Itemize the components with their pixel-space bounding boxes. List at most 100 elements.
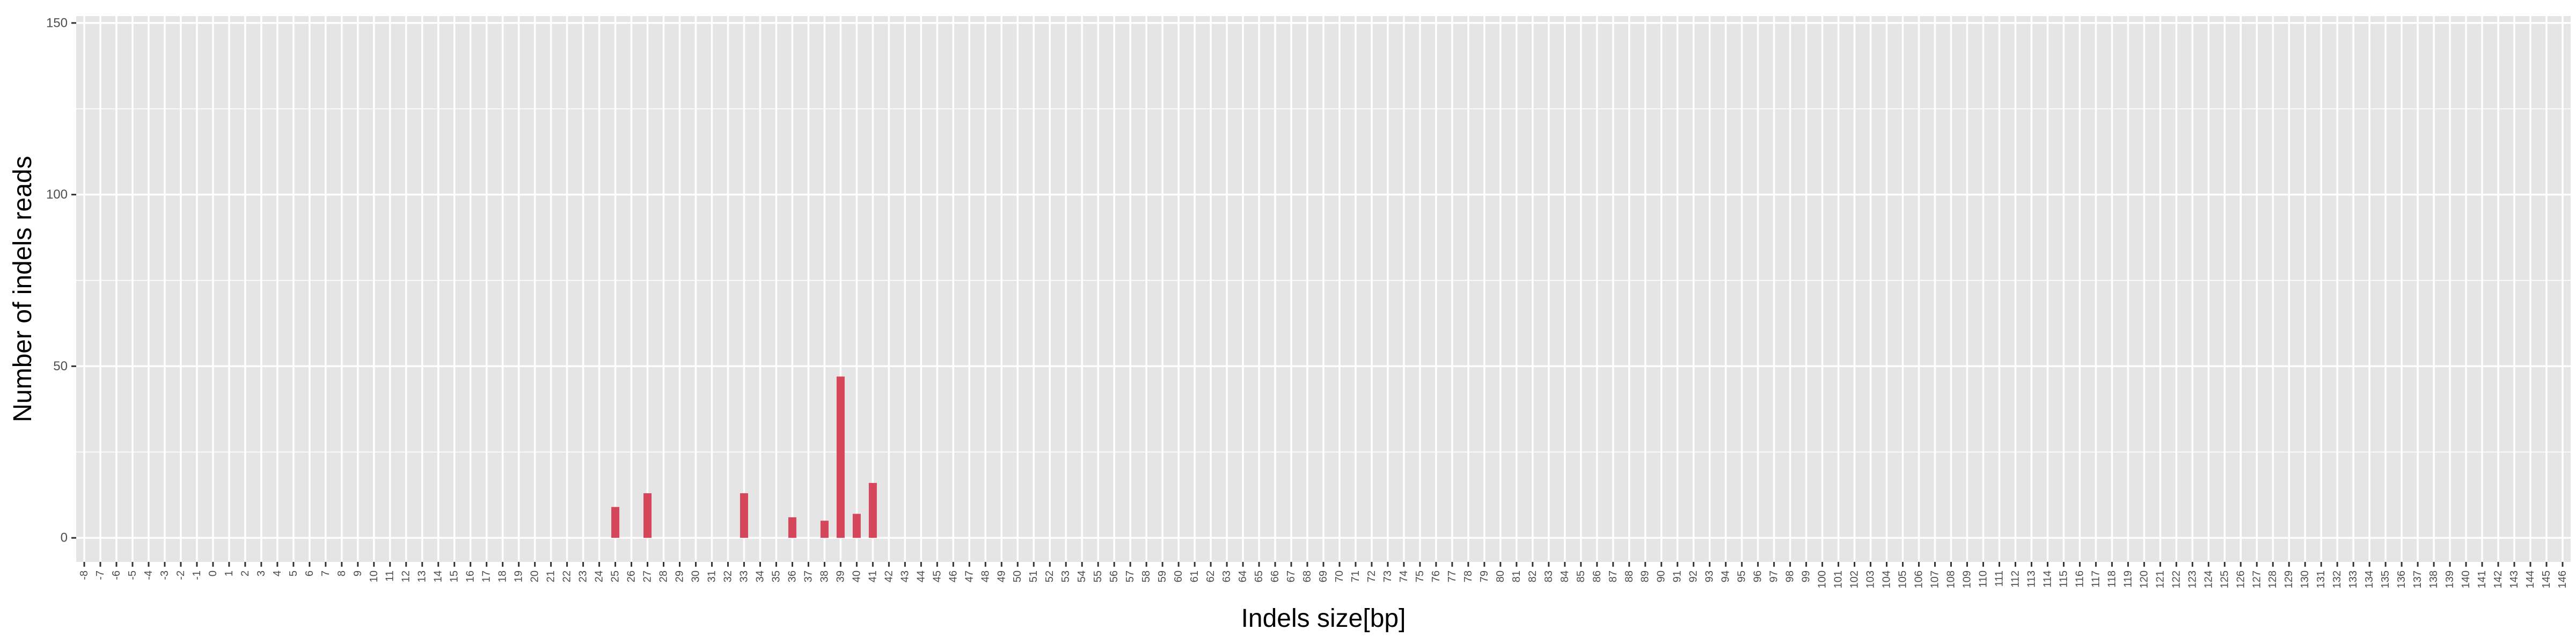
x-tick-label: 59 <box>1157 570 1168 582</box>
x-tick-label: 21 <box>545 570 557 582</box>
x-tick-label: 78 <box>1462 570 1474 582</box>
bar-40 <box>852 514 861 538</box>
x-tick-label: 121 <box>2154 570 2166 588</box>
x-tick-label: 51 <box>1028 570 1040 582</box>
bar-38 <box>820 521 829 538</box>
x-tick-label: 136 <box>2396 570 2407 588</box>
x-tick-label: 109 <box>1961 570 1973 588</box>
x-tick-label: 0 <box>207 570 219 576</box>
x-tick-label: 85 <box>1575 570 1587 582</box>
x-tick-label: 120 <box>2138 570 2150 588</box>
x-tick-label: 61 <box>1189 570 1201 582</box>
x-tick-label: 106 <box>1913 570 1925 588</box>
x-tick-label: 102 <box>1849 570 1861 588</box>
x-tick-label: 100 <box>1817 570 1828 588</box>
x-tick-label: 115 <box>2058 570 2069 588</box>
x-tick-label: 29 <box>674 570 686 582</box>
x-tick-label: 22 <box>561 570 573 582</box>
x-tick-label: -8 <box>78 570 90 580</box>
x-tick-label: 42 <box>883 570 895 582</box>
x-tick-label: -7 <box>94 570 106 580</box>
x-tick-label: 9 <box>352 570 364 576</box>
x-tick-label: 82 <box>1527 570 1539 582</box>
x-tick-label: 41 <box>867 570 879 582</box>
x-tick-label: 48 <box>979 570 991 582</box>
y-axis-ticks: 0 50 100 150 <box>46 16 76 545</box>
x-tick-label: 110 <box>1977 570 1989 588</box>
x-tick-label: 66 <box>1269 570 1281 582</box>
x-tick-label: 43 <box>899 570 911 582</box>
x-tick-label: 14 <box>433 570 444 582</box>
x-tick-label: 71 <box>1350 570 1362 582</box>
y-tick-label: 0 <box>61 531 68 545</box>
x-tick-label: 79 <box>1479 570 1490 582</box>
x-tick-label: 111 <box>1993 570 2005 587</box>
x-tick-label: 56 <box>1108 570 1120 582</box>
x-tick-label: 144 <box>2524 570 2536 588</box>
x-tick-label: 64 <box>1237 570 1249 582</box>
x-tick-label: 39 <box>835 570 846 582</box>
x-tick-label: 139 <box>2444 570 2456 588</box>
x-tick-label: 99 <box>1801 570 1812 582</box>
x-tick-label: 91 <box>1672 570 1684 582</box>
x-tick-label: 36 <box>786 570 798 582</box>
x-tick-label: 40 <box>851 570 862 582</box>
x-tick-label: -2 <box>175 570 187 580</box>
x-tick-label: 67 <box>1285 570 1297 582</box>
x-tick-label: -4 <box>143 570 155 580</box>
x-tick-label: 73 <box>1382 570 1394 582</box>
x-tick-label: 12 <box>400 570 412 582</box>
x-tick-label: 125 <box>2219 570 2230 588</box>
x-tick-label: 116 <box>2074 570 2085 588</box>
x-tick-label: 89 <box>1640 570 1651 582</box>
x-tick-label: 84 <box>1559 570 1571 582</box>
y-tick-label: 150 <box>46 16 68 30</box>
x-tick-label: 90 <box>1656 570 1667 582</box>
x-tick-label: 141 <box>2476 570 2488 588</box>
x-tick-label: 25 <box>610 570 621 582</box>
x-tick-label: -1 <box>191 570 203 580</box>
x-tick-label: 44 <box>915 570 927 582</box>
bar-41 <box>868 482 877 538</box>
x-tick-label: 7 <box>320 570 332 576</box>
x-tick-label: 87 <box>1607 570 1619 582</box>
x-tick-label: 105 <box>1897 570 1909 588</box>
x-tick-label: 6 <box>304 570 316 576</box>
x-tick-label: 2 <box>239 570 251 576</box>
bar-27 <box>643 493 652 538</box>
x-tick-label: 68 <box>1301 570 1313 582</box>
x-tick-label: 117 <box>2090 570 2102 588</box>
x-tick-label: 108 <box>1945 570 1957 588</box>
x-tick-label: 47 <box>963 570 975 582</box>
x-tick-label: 133 <box>2347 570 2359 588</box>
x-tick-label: 34 <box>754 570 766 582</box>
x-tick-label: 126 <box>2235 570 2246 588</box>
x-tick-label: 98 <box>1784 570 1796 582</box>
x-tick-label: 93 <box>1704 570 1716 582</box>
x-tick-label: 96 <box>1752 570 1764 582</box>
x-tick-label: -6 <box>111 570 122 580</box>
x-tick-label: 69 <box>1318 570 1329 582</box>
x-tick-label: 5 <box>288 570 299 576</box>
x-tick-label: 52 <box>1044 570 1056 582</box>
grid-lines <box>76 16 2571 562</box>
x-tick-label: 118 <box>2106 570 2118 588</box>
x-tick-label: 49 <box>996 570 1007 582</box>
x-tick-label: 140 <box>2460 570 2472 588</box>
x-tick-label: 81 <box>1511 570 1523 582</box>
x-tick-label: 63 <box>1221 570 1233 582</box>
x-tick-label: 58 <box>1140 570 1152 582</box>
x-tick-label: 53 <box>1060 570 1072 582</box>
x-tick-label: 94 <box>1720 570 1732 582</box>
x-tick-label: 60 <box>1173 570 1184 582</box>
x-tick-label: 11 <box>384 570 396 582</box>
x-tick-label: 23 <box>577 570 589 582</box>
x-tick-label: 88 <box>1623 570 1635 582</box>
x-tick-label: 95 <box>1736 570 1748 582</box>
x-tick-label: 146 <box>2557 570 2568 588</box>
x-tick-label: 142 <box>2492 570 2504 588</box>
x-tick-label: -5 <box>127 570 138 580</box>
x-tick-label: 74 <box>1398 570 1410 582</box>
x-tick-label: 28 <box>658 570 670 582</box>
